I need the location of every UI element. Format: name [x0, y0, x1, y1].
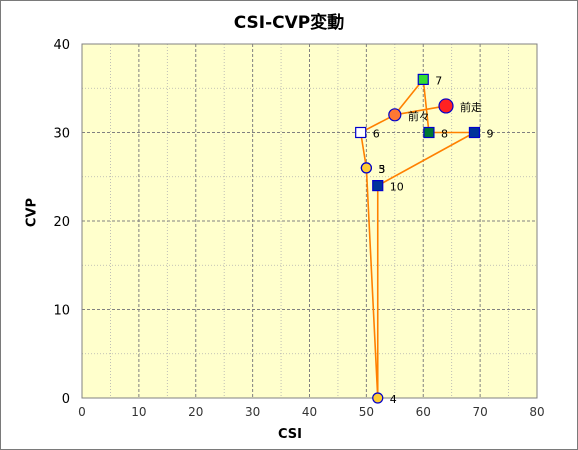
- y-tick-label: 20: [53, 215, 70, 230]
- series-path: [359, 77, 475, 399]
- x-tick-label: 70: [472, 405, 487, 419]
- point-marker-10: [372, 180, 384, 192]
- x-axis-label: CSI: [278, 427, 302, 442]
- point-marker-8: [423, 126, 435, 139]
- x-tick-label: 0: [78, 405, 86, 419]
- point-label-3: 3: [378, 163, 385, 176]
- point-label-6: 6: [373, 128, 380, 141]
- y-tick-label: 30: [53, 127, 70, 142]
- x-tick-label: 20: [188, 405, 203, 419]
- point-label-7: 7: [435, 74, 442, 87]
- point-label-前々: 前々: [408, 109, 430, 123]
- point-marker-9: [468, 126, 481, 139]
- y-tick-label: 10: [53, 304, 70, 319]
- x-tick-label: 10: [131, 405, 146, 419]
- x-tick-label: 60: [416, 405, 431, 419]
- x-tick-label: 40: [302, 405, 317, 419]
- point-marker-7: [417, 73, 429, 86]
- chart-title: CSI-CVP変動: [233, 13, 345, 33]
- point-label-8: 8: [441, 128, 448, 141]
- point-marker-前走: [438, 98, 454, 114]
- point-marker-4: [372, 392, 384, 404]
- point-label-5: 5: [378, 163, 385, 176]
- point-marker-前々: [388, 108, 402, 122]
- x-tick-label: 30: [245, 405, 260, 419]
- point-label-10: 10: [390, 181, 404, 194]
- point-label-4: 4: [390, 393, 397, 406]
- x-tick-label: 80: [529, 405, 544, 419]
- y-tick-label: 0: [62, 392, 70, 407]
- point-label-9: 9: [486, 128, 493, 141]
- point-marker-5: [360, 162, 372, 174]
- plot-border: [81, 43, 538, 399]
- point-label-前走: 前走: [460, 100, 482, 114]
- x-tick-label: 50: [359, 405, 374, 419]
- y-tick-label: 40: [53, 38, 70, 53]
- point-marker-6: [355, 126, 367, 139]
